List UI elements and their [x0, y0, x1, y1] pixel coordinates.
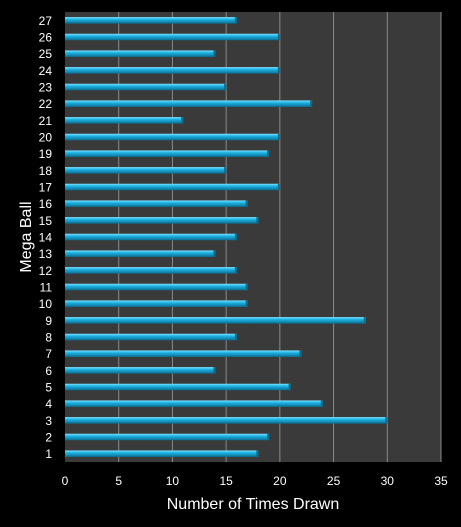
y-tick-label: 4 [45, 397, 52, 411]
bar-27 [65, 17, 237, 24]
bar-10 [65, 300, 248, 307]
x-axis-title: Number of Times Drawn [167, 496, 340, 513]
y-tick-label: 27 [39, 14, 53, 28]
x-tick-label: 5 [115, 474, 122, 488]
x-tick-labels: 0 5 10 15 20 25 30 35 [62, 474, 448, 488]
y-tick-label: 2 [45, 431, 52, 445]
bar-22 [65, 100, 313, 107]
y-tick-label: 25 [39, 47, 53, 61]
y-tick-label: 8 [45, 331, 52, 345]
y-tick-label: 21 [39, 114, 53, 128]
bar-end-cap [363, 317, 366, 324]
bar-end-cap [277, 183, 280, 191]
bar-end-cap [310, 100, 313, 107]
bar-end-cap [320, 400, 323, 407]
bar-end-cap [245, 300, 248, 307]
bar-13 [65, 250, 216, 257]
bar-end-cap [277, 33, 280, 41]
bar-end-cap [234, 267, 237, 274]
x-tick-label: 20 [273, 474, 287, 488]
bar-23 [65, 83, 227, 91]
bar-end-cap [213, 50, 216, 57]
bar-8 [65, 333, 237, 341]
y-tick-label: 7 [45, 347, 52, 361]
bar-17 [65, 183, 280, 191]
y-tick-label: 23 [39, 81, 53, 95]
bar-25 [65, 50, 216, 57]
bar-end-cap [267, 150, 270, 157]
bar-7 [65, 350, 302, 357]
bar-24 [65, 67, 280, 74]
x-tick-label: 10 [166, 474, 180, 488]
bar-16 [65, 200, 248, 207]
bar-end-cap [234, 333, 237, 341]
x-tick-label: 30 [381, 474, 395, 488]
bar-end-cap [277, 67, 280, 74]
y-tick-label: 9 [45, 314, 52, 328]
bar-1 [65, 450, 259, 457]
y-tick-label: 1 [45, 447, 52, 461]
bar-2 [65, 433, 270, 441]
bar-end-cap [385, 417, 388, 424]
y-tick-label: 19 [39, 147, 53, 161]
bar-12 [65, 267, 237, 274]
y-tick-label: 17 [39, 181, 53, 195]
y-tick-label: 3 [45, 414, 52, 428]
bar-18 [65, 167, 227, 174]
bar-end-cap [213, 250, 216, 257]
y-tick-label: 26 [39, 31, 53, 45]
y-tick-label: 10 [39, 297, 53, 311]
y-tick-label: 6 [45, 364, 52, 378]
bar-21 [65, 117, 184, 124]
bar-5 [65, 383, 291, 391]
bar-15 [65, 217, 259, 224]
bar-26 [65, 33, 280, 41]
bar-end-cap [213, 367, 216, 374]
y-tick-label: 20 [39, 131, 53, 145]
bar-end-cap [245, 200, 248, 207]
bar-4 [65, 400, 323, 407]
y-tick-label: 22 [39, 97, 53, 111]
y-tick-label: 24 [39, 64, 53, 78]
bar-end-cap [288, 383, 291, 391]
x-tick-label: 35 [434, 474, 448, 488]
bar-14 [65, 233, 237, 241]
y-tick-label: 16 [39, 197, 53, 211]
bar-19 [65, 150, 270, 157]
y-tick-label: 18 [39, 164, 53, 178]
bar-end-cap [256, 217, 259, 224]
bar-11 [65, 283, 248, 291]
x-tick-label: 25 [327, 474, 341, 488]
bar-end-cap [181, 117, 184, 124]
bar-end-cap [234, 17, 237, 24]
y-tick-label: 13 [39, 247, 53, 261]
bar-9 [65, 317, 366, 324]
bar-end-cap [299, 350, 302, 357]
y-tick-label: 14 [39, 231, 53, 245]
bar-end-cap [224, 167, 227, 174]
y-tick-label: 11 [40, 281, 53, 295]
y-tick-label: 15 [39, 214, 53, 228]
y-tick-label: 5 [45, 381, 52, 395]
bar-end-cap [245, 283, 248, 291]
bar-end-cap [224, 83, 227, 91]
y-axis-title: Mega Ball [18, 201, 35, 272]
bar-end-cap [267, 433, 270, 441]
bar-end-cap [256, 450, 259, 457]
x-tick-label: 15 [219, 474, 233, 488]
y-tick-label: 12 [39, 264, 53, 278]
bar-end-cap [277, 133, 280, 141]
x-tick-label: 0 [62, 474, 69, 488]
bar-6 [65, 367, 216, 374]
bar-20 [65, 133, 280, 141]
bar-end-cap [234, 233, 237, 241]
bar-3 [65, 417, 388, 424]
bars [65, 17, 388, 457]
y-tick-labels: 1234567891011121314151617181920212223242… [39, 14, 53, 461]
